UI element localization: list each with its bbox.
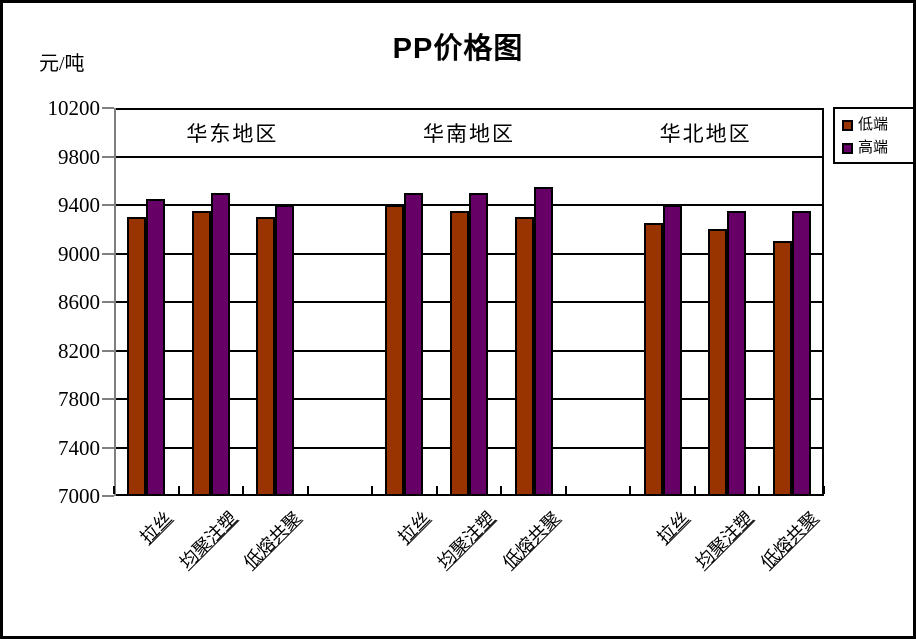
- y-axis-label: 10200: [47, 96, 101, 120]
- region-header-band: 华东地区 华南地区 华北地区: [114, 112, 824, 154]
- y-axis-label: 8200: [58, 339, 100, 363]
- bar: [385, 205, 404, 496]
- x-axis-tick: [629, 486, 631, 494]
- x-axis-tick: [823, 486, 825, 494]
- bar: [146, 199, 165, 496]
- y-axis-tick: [102, 301, 114, 303]
- bar: [211, 193, 230, 496]
- bar: [127, 217, 146, 496]
- x-axis-tick: [307, 486, 309, 494]
- y-axis-tick: [102, 107, 114, 109]
- bar: [450, 211, 469, 496]
- x-axis-tick: [500, 486, 502, 494]
- x-axis-tick: [178, 486, 180, 494]
- bar: [192, 211, 211, 496]
- bar: [727, 211, 746, 496]
- bar: [663, 205, 682, 496]
- bar: [275, 205, 294, 496]
- y-axis-label: 9000: [58, 242, 100, 266]
- legend-swatch-low: [842, 120, 853, 131]
- y-axis-label: 9800: [58, 145, 100, 169]
- x-axis-tick: [242, 486, 244, 494]
- bar: [644, 223, 663, 496]
- y-axis-label: 7000: [58, 484, 100, 508]
- plot-area: 华东地区 华南地区 华北地区: [113, 108, 825, 496]
- y-axis-tick: [102, 495, 114, 497]
- y-axis-label: 8600: [58, 290, 100, 314]
- region-label-south: 华南地区: [423, 122, 515, 146]
- legend-label-low: 低端: [858, 117, 889, 133]
- bar: [773, 241, 792, 496]
- y-axis-tick: [102, 253, 114, 255]
- y-axis-label: 7400: [58, 436, 100, 460]
- legend: 低端 高端: [833, 107, 913, 164]
- x-axis-tick: [371, 486, 373, 494]
- y-axis-tick: [102, 350, 114, 352]
- bar: [792, 211, 811, 496]
- y-axis-tick: [102, 156, 114, 158]
- legend-item-low: 低端: [842, 114, 913, 137]
- y-axis-line: [114, 108, 116, 496]
- x-axis-tick: [694, 486, 696, 494]
- chart-title: PP价格图: [392, 33, 524, 65]
- gridline: [114, 156, 824, 158]
- x-axis-tick: [758, 486, 760, 494]
- bar: [404, 193, 423, 496]
- legend-label-high: 高端: [858, 140, 889, 156]
- y-axis-label: 9400: [58, 193, 100, 217]
- bar: [515, 217, 534, 496]
- bar: [708, 229, 727, 496]
- region-label-north: 华北地区: [659, 122, 752, 146]
- x-axis-tick: [565, 486, 567, 494]
- plot-border-top: [114, 108, 824, 110]
- y-axis-tick: [102, 398, 114, 400]
- x-axis-tick: [113, 486, 115, 494]
- y-axis-tick: [102, 447, 114, 449]
- region-label-east: 华东地区: [186, 122, 279, 146]
- y-axis-unit-label: 元/吨: [39, 53, 85, 75]
- x-axis-label: 拉丝: [136, 507, 176, 548]
- bar: [534, 187, 553, 496]
- y-axis-label: 7800: [58, 387, 100, 411]
- y-axis-tick: [102, 204, 114, 206]
- x-axis-tick: [436, 486, 438, 494]
- legend-item-high: 高端: [842, 137, 913, 160]
- plot-border-right: [822, 108, 824, 496]
- legend-swatch-high: [842, 143, 853, 154]
- bar: [469, 193, 488, 496]
- bar: [256, 217, 275, 496]
- x-axis-line: [114, 494, 824, 496]
